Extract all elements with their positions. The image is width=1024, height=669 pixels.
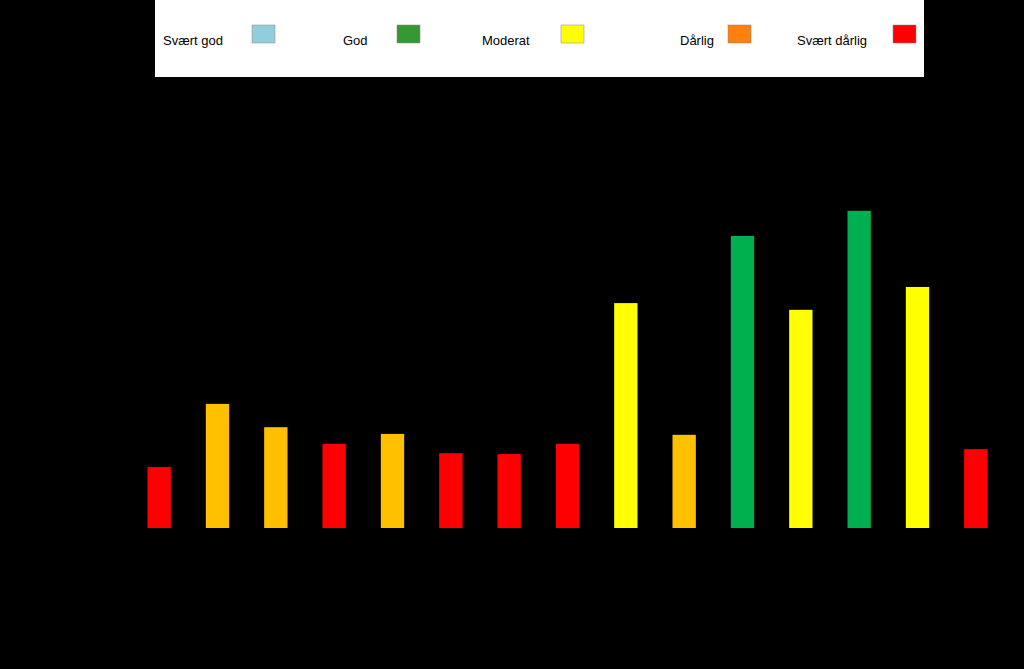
y-tick <box>124 528 130 529</box>
bar <box>148 467 171 528</box>
y-tick <box>124 259 130 260</box>
bar <box>673 435 696 528</box>
y-tick <box>124 214 130 215</box>
bar <box>614 303 637 528</box>
plot <box>124 81 1006 529</box>
legend-label: God <box>343 33 368 48</box>
y-tick <box>124 483 130 484</box>
bar <box>964 449 987 528</box>
y-tick-mark <box>124 125 130 126</box>
legend-label: Moderat <box>482 33 530 48</box>
y-tick <box>124 394 130 395</box>
bar <box>848 211 871 528</box>
legend-swatch <box>728 25 751 43</box>
bar <box>264 427 287 528</box>
y-tick-mark <box>124 438 130 439</box>
y-tick-mark <box>124 394 130 395</box>
bar <box>498 454 521 528</box>
legend-swatch <box>252 25 275 43</box>
y-tick-mark <box>124 214 130 215</box>
y-tick-mark <box>124 259 130 260</box>
y-tick-mark <box>124 170 130 171</box>
legend-box <box>155 0 924 77</box>
legend-label: Svært god <box>163 33 223 48</box>
y-tick <box>124 304 130 305</box>
y-tick-mark <box>124 349 130 350</box>
bar <box>556 444 579 528</box>
y-tick <box>124 125 130 126</box>
y-tick-mark <box>124 483 130 484</box>
background <box>0 0 1024 669</box>
legend-label: Dårlig <box>680 33 714 48</box>
bar <box>731 236 754 528</box>
y-tick-mark <box>124 80 130 81</box>
legend-label: Svært dårlig <box>797 33 867 48</box>
y-tick <box>124 438 130 439</box>
bar <box>789 310 812 528</box>
y-axis-line <box>130 81 131 529</box>
y-tick-mark <box>124 528 130 529</box>
legend: Svært god God Moderat Dårlig Svært dårlig <box>155 0 924 77</box>
bars <box>148 211 988 528</box>
legend-swatch <box>561 25 584 43</box>
y-tick <box>124 170 130 171</box>
x-axis-line <box>131 528 1006 529</box>
legend-swatch <box>893 25 916 43</box>
bar <box>323 444 346 528</box>
bar <box>206 404 229 528</box>
y-tick <box>124 349 130 350</box>
chart: Svært god God Moderat Dårlig Svært dårlig <box>0 0 1024 669</box>
bar <box>381 434 404 528</box>
y-tick-mark <box>124 304 130 305</box>
y-tick <box>124 80 130 81</box>
legend-swatch <box>397 25 420 43</box>
x-axis <box>131 528 1006 530</box>
bar <box>906 287 929 528</box>
bar <box>439 453 462 528</box>
y-axis <box>124 81 131 529</box>
